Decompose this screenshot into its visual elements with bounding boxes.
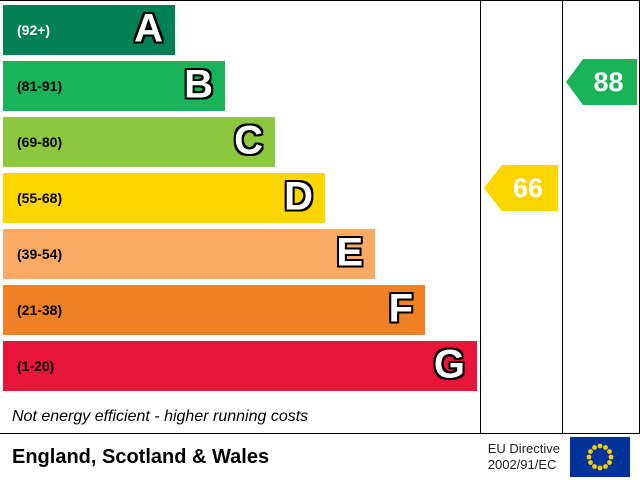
eu-directive-label: EU Directive 2002/91/EC xyxy=(488,441,560,474)
eu-directive-line1: EU Directive xyxy=(487,440,560,456)
band-row-e: (39-54) E xyxy=(3,229,477,285)
band-a-bar: (92+) A xyxy=(3,5,175,55)
band-row-g: (1-20) G xyxy=(3,341,477,397)
chart-area: (92+) A (81-91) B (69-80) C (55-68) xyxy=(0,1,640,434)
rating-bands: (92+) A (81-91) B (69-80) C (55-68) xyxy=(3,5,477,397)
potential-rating-pointer: 88 xyxy=(566,59,637,105)
band-row-c: (69-80) C xyxy=(3,117,477,173)
eu-directive-line2: 2002/91/EC xyxy=(487,457,557,472)
band-c-range: (69-80) xyxy=(17,134,63,150)
band-b-bar: (81-91) B xyxy=(3,61,225,111)
potential-rating-value: 88 xyxy=(593,66,624,97)
current-rating-value: 66 xyxy=(512,172,544,203)
band-row-d: (55-68) D xyxy=(3,173,477,229)
band-b-letter: B xyxy=(184,62,213,107)
band-e-bar: (39-54) E xyxy=(3,229,375,279)
band-d-bar: (55-68) D xyxy=(3,173,325,223)
band-row-f: (21-38) F xyxy=(3,285,477,341)
region-label: England, Scotland & Wales xyxy=(12,445,270,468)
band-d-letter: D xyxy=(284,174,313,219)
band-g-letter: G xyxy=(433,342,465,387)
band-row-b: (81-91) B xyxy=(3,61,477,117)
band-c-letter: C xyxy=(234,118,263,163)
potential-column-divider xyxy=(562,1,563,434)
band-e-letter: E xyxy=(336,230,363,275)
band-d-range: (55-68) xyxy=(17,190,63,206)
eu-flag-icon xyxy=(570,437,630,477)
band-f-letter: F xyxy=(388,286,413,331)
band-a-range: (92+) xyxy=(17,22,51,38)
band-e-range: (39-54) xyxy=(17,246,63,262)
efficiency-footnote: Not energy efficient - higher running co… xyxy=(12,408,309,425)
band-f-range: (21-38) xyxy=(17,302,63,318)
footer-bar: England, Scotland & Wales EU Directive 2… xyxy=(0,433,640,480)
band-g-bar: (1-20) G xyxy=(3,341,477,391)
band-row-a: (92+) A xyxy=(3,5,477,61)
band-g-range: (1-20) xyxy=(17,358,55,374)
current-rating-pointer: 66 xyxy=(484,165,558,211)
band-a-letter: A xyxy=(134,6,163,51)
current-column-divider xyxy=(480,1,481,434)
band-b-range: (81-91) xyxy=(17,78,63,94)
band-c-bar: (69-80) C xyxy=(3,117,275,167)
band-f-bar: (21-38) F xyxy=(3,285,425,335)
